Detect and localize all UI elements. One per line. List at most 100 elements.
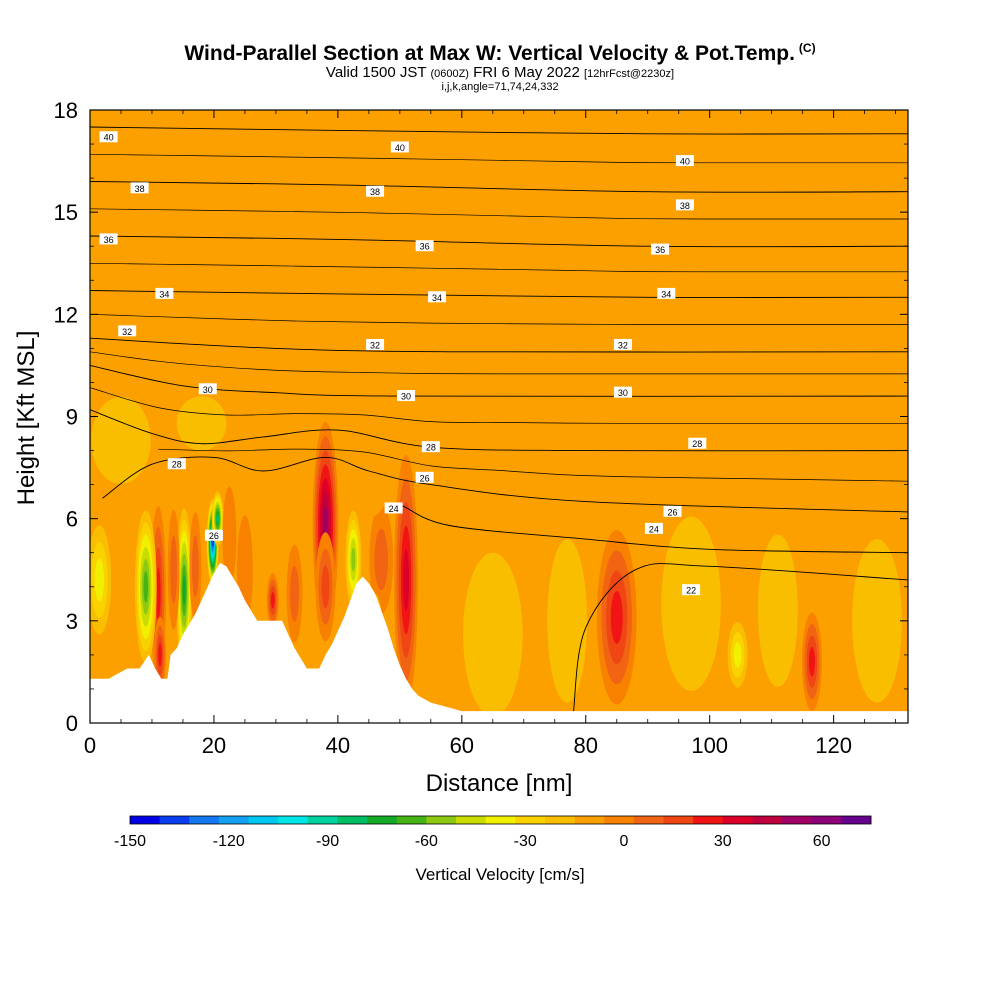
colorbar-swatch — [485, 816, 516, 824]
colorbar-tick-label: 60 — [813, 833, 831, 850]
colorbar-swatch — [307, 816, 338, 824]
contour-label: 24 — [644, 522, 663, 534]
velocity-cell — [118, 110, 149, 243]
velocity-cell — [758, 534, 798, 687]
colorbar-swatch — [811, 816, 842, 824]
contour-label: 38 — [130, 182, 149, 194]
theta-contour-minor — [90, 262, 908, 273]
theta-contour-minor — [90, 387, 908, 424]
contour-label: 34 — [657, 287, 676, 299]
contour-label-bg — [155, 287, 174, 299]
velocity-cell — [463, 552, 523, 717]
colorbar-swatch — [456, 816, 487, 824]
colorbar-swatch — [248, 816, 279, 824]
colorbar-swatch — [189, 816, 220, 824]
contour-label: 32 — [118, 325, 137, 337]
theta-contour-30 — [90, 364, 908, 397]
contour-label-bg — [428, 291, 447, 303]
theta-contour-minor — [90, 208, 908, 220]
velocity-cell — [189, 511, 202, 621]
theta-contour-minor — [90, 313, 908, 325]
terrain — [90, 562, 908, 723]
velocity-level — [155, 567, 161, 620]
colorbar-tick-label: -120 — [213, 833, 245, 850]
contour-label: 32 — [366, 338, 385, 350]
colorbar-frame — [129, 815, 872, 825]
velocity-level — [222, 486, 237, 585]
velocity-cell — [852, 539, 902, 703]
contour-label-bg — [366, 338, 385, 350]
chart-params: i,j,k,angle=71,74,24,332 — [441, 81, 559, 93]
contour-label-text: 40 — [680, 157, 690, 167]
velocity-cell — [91, 396, 151, 484]
velocity-level — [733, 642, 742, 668]
contour-label-bg — [118, 325, 137, 337]
velocity-level — [216, 514, 220, 523]
theta-contour-26 — [102, 456, 908, 513]
velocity-cell — [349, 451, 389, 518]
chart-title: Wind-Parallel Section at Max W: Vertical… — [184, 41, 816, 65]
velocity-level — [271, 592, 275, 609]
velocity-level — [547, 539, 587, 703]
contour-label-text: 30 — [401, 392, 411, 402]
theta-contour-28 — [90, 409, 908, 452]
colorbar-swatch — [337, 816, 368, 824]
velocity-level — [191, 535, 199, 598]
contour-label: 26 — [663, 505, 682, 517]
theta-contour-minor — [158, 448, 908, 482]
colorbar: -150 -120 -90 -60 -30 0 30 60 — [114, 815, 872, 850]
y-tick-label: 3 — [66, 609, 78, 634]
x-tick-label: 120 — [815, 733, 852, 758]
velocity-level — [182, 575, 186, 605]
velocity-level — [374, 528, 388, 591]
velocity-level — [118, 110, 149, 243]
velocity-cell — [345, 510, 362, 609]
chart-subtitle: Valid 1500 JST (0600Z) FRI 6 May 2022 [1… — [325, 64, 675, 81]
velocity-level — [290, 565, 299, 622]
contour-label: 30 — [397, 390, 416, 402]
contour-label-text: 38 — [370, 187, 380, 197]
velocity-cell — [547, 539, 587, 703]
contour-label-text: 28 — [172, 460, 182, 470]
contour-label-text: 36 — [104, 235, 114, 245]
contour-label-bg — [657, 287, 676, 299]
velocity-cell — [176, 396, 227, 451]
velocity-level — [349, 451, 389, 518]
x-axis-title: Distance [nm] — [426, 770, 573, 797]
contour-label-text: 36 — [420, 242, 430, 252]
colorbar-swatch — [426, 816, 457, 824]
contour-label-bg — [613, 338, 632, 350]
velocity-level — [617, 430, 678, 485]
colorbar-swatch — [604, 816, 635, 824]
contour-label-bg — [421, 441, 440, 453]
theta-contour-34 — [90, 290, 908, 299]
contour-label-bg — [198, 383, 217, 395]
contour-label-text: 38 — [680, 201, 690, 211]
colorbar-swatch — [841, 816, 872, 824]
theta-contour-minor — [90, 153, 908, 164]
contour-label: 38 — [675, 199, 694, 211]
contour-label: 26 — [204, 529, 223, 541]
velocity-cell — [222, 486, 237, 585]
contour-label-text: 28 — [426, 443, 436, 453]
velocity-level — [670, 144, 700, 363]
contour-label-bg — [99, 131, 118, 143]
y-tick-label: 0 — [66, 711, 78, 736]
contour-label: 40 — [99, 131, 118, 143]
velocity-cell — [286, 544, 303, 643]
contour-label-text: 38 — [135, 184, 145, 194]
contour-label-text: 34 — [159, 289, 169, 299]
contour-label-text: 24 — [649, 524, 659, 534]
contour-label-bg — [366, 185, 385, 197]
contour-label: 34 — [155, 287, 174, 299]
velocity-level — [321, 565, 330, 609]
contour-label-text: 26 — [668, 507, 678, 517]
colorbar-swatch — [159, 816, 190, 824]
velocity-cell — [617, 430, 678, 485]
x-tick-label: 60 — [450, 733, 474, 758]
velocity-level — [758, 534, 798, 687]
velocity-cell — [727, 622, 748, 688]
contour-label: 30 — [613, 386, 632, 398]
contour-label: 26 — [415, 471, 434, 483]
velocity-level — [852, 539, 902, 703]
